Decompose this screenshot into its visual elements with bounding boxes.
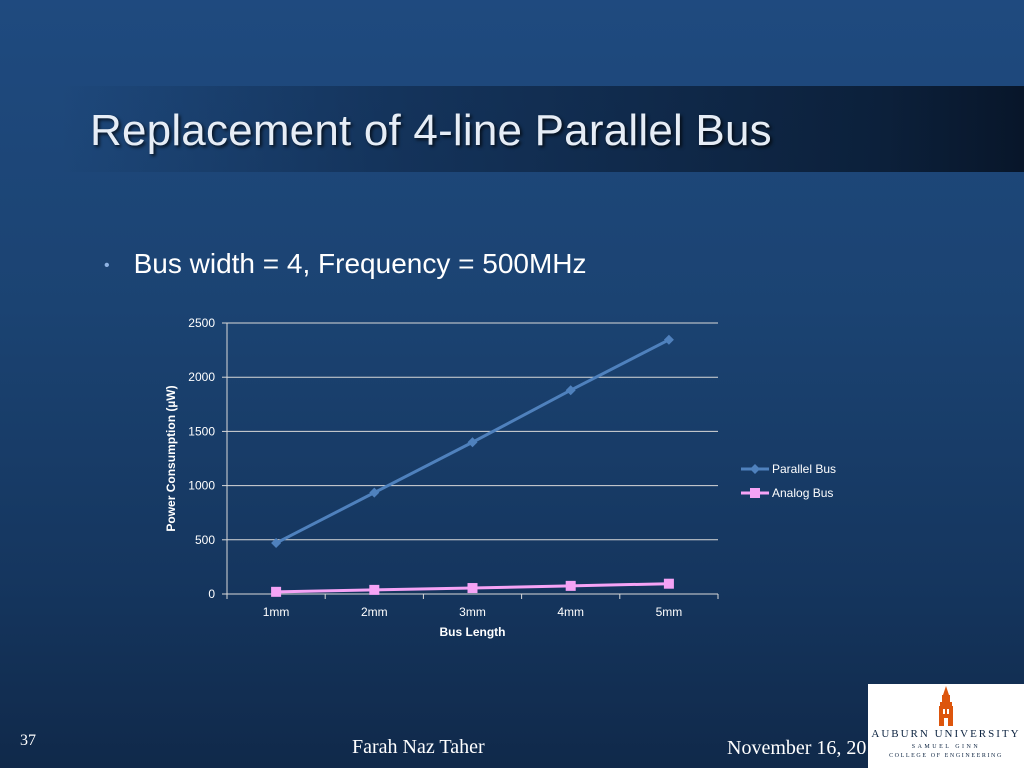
x-tick-label: 2mm [361,605,388,619]
slide-title: Replacement of 4-line Parallel Bus [90,106,772,155]
logo-line-2: SAMUEL GINN [911,744,981,750]
tower-icon [939,686,953,726]
x-tick-label: 3mm [459,605,486,619]
bullet-dot-icon: • [104,257,110,274]
logo-line-3: COLLEGE OF ENGINEERING [889,753,1003,759]
bullet-text: Bus width = 4, Frequency = 500MHz [133,248,587,279]
data-point [663,334,674,345]
page-number: 37 [20,732,36,749]
data-point [467,583,478,594]
legend-marker [750,488,760,498]
data-point [369,487,380,498]
x-tick-label: 1mm [263,605,290,619]
footer-author: Farah Naz Taher [352,736,485,758]
university-logo: AUBURN UNIVERSITY SAMUEL GINN COLLEGE OF… [868,684,1024,768]
data-point [369,584,380,595]
y-tick-label: 1000 [188,479,215,493]
y-tick-label: 2500 [188,316,215,330]
data-point [271,586,282,597]
footer-date: November 16, 2014 [727,737,867,759]
data-point [565,580,576,591]
bullet-item: • Bus width = 4, Frequency = 500MHz [104,248,587,280]
legend-label: Parallel Bus [772,462,836,476]
legend-marker [750,464,760,474]
y-tick-label: 1500 [188,424,215,438]
title-band [60,86,1024,172]
data-point [467,437,478,448]
line-chart: 0 500 1000 1500 2000 2500 1mm 2mm 3mm 4mm 5mm Bus L… [164,316,836,639]
y-axis-title: Power Consumption (µW) [164,385,178,531]
y-tick-label: 2000 [188,370,215,384]
y-tick-label: 500 [195,533,215,547]
data-point [663,578,674,589]
data-point [271,538,282,549]
y-tick-label: 0 [208,587,215,601]
legend-label: Analog Bus [772,486,833,500]
x-tick-label: 4mm [557,605,584,619]
data-point [565,385,576,396]
x-tick-label: 5mm [656,605,683,619]
x-axis-title: Bus Length [440,625,506,639]
logo-university-name: AUBURN UNIVERSITY [871,728,1021,740]
